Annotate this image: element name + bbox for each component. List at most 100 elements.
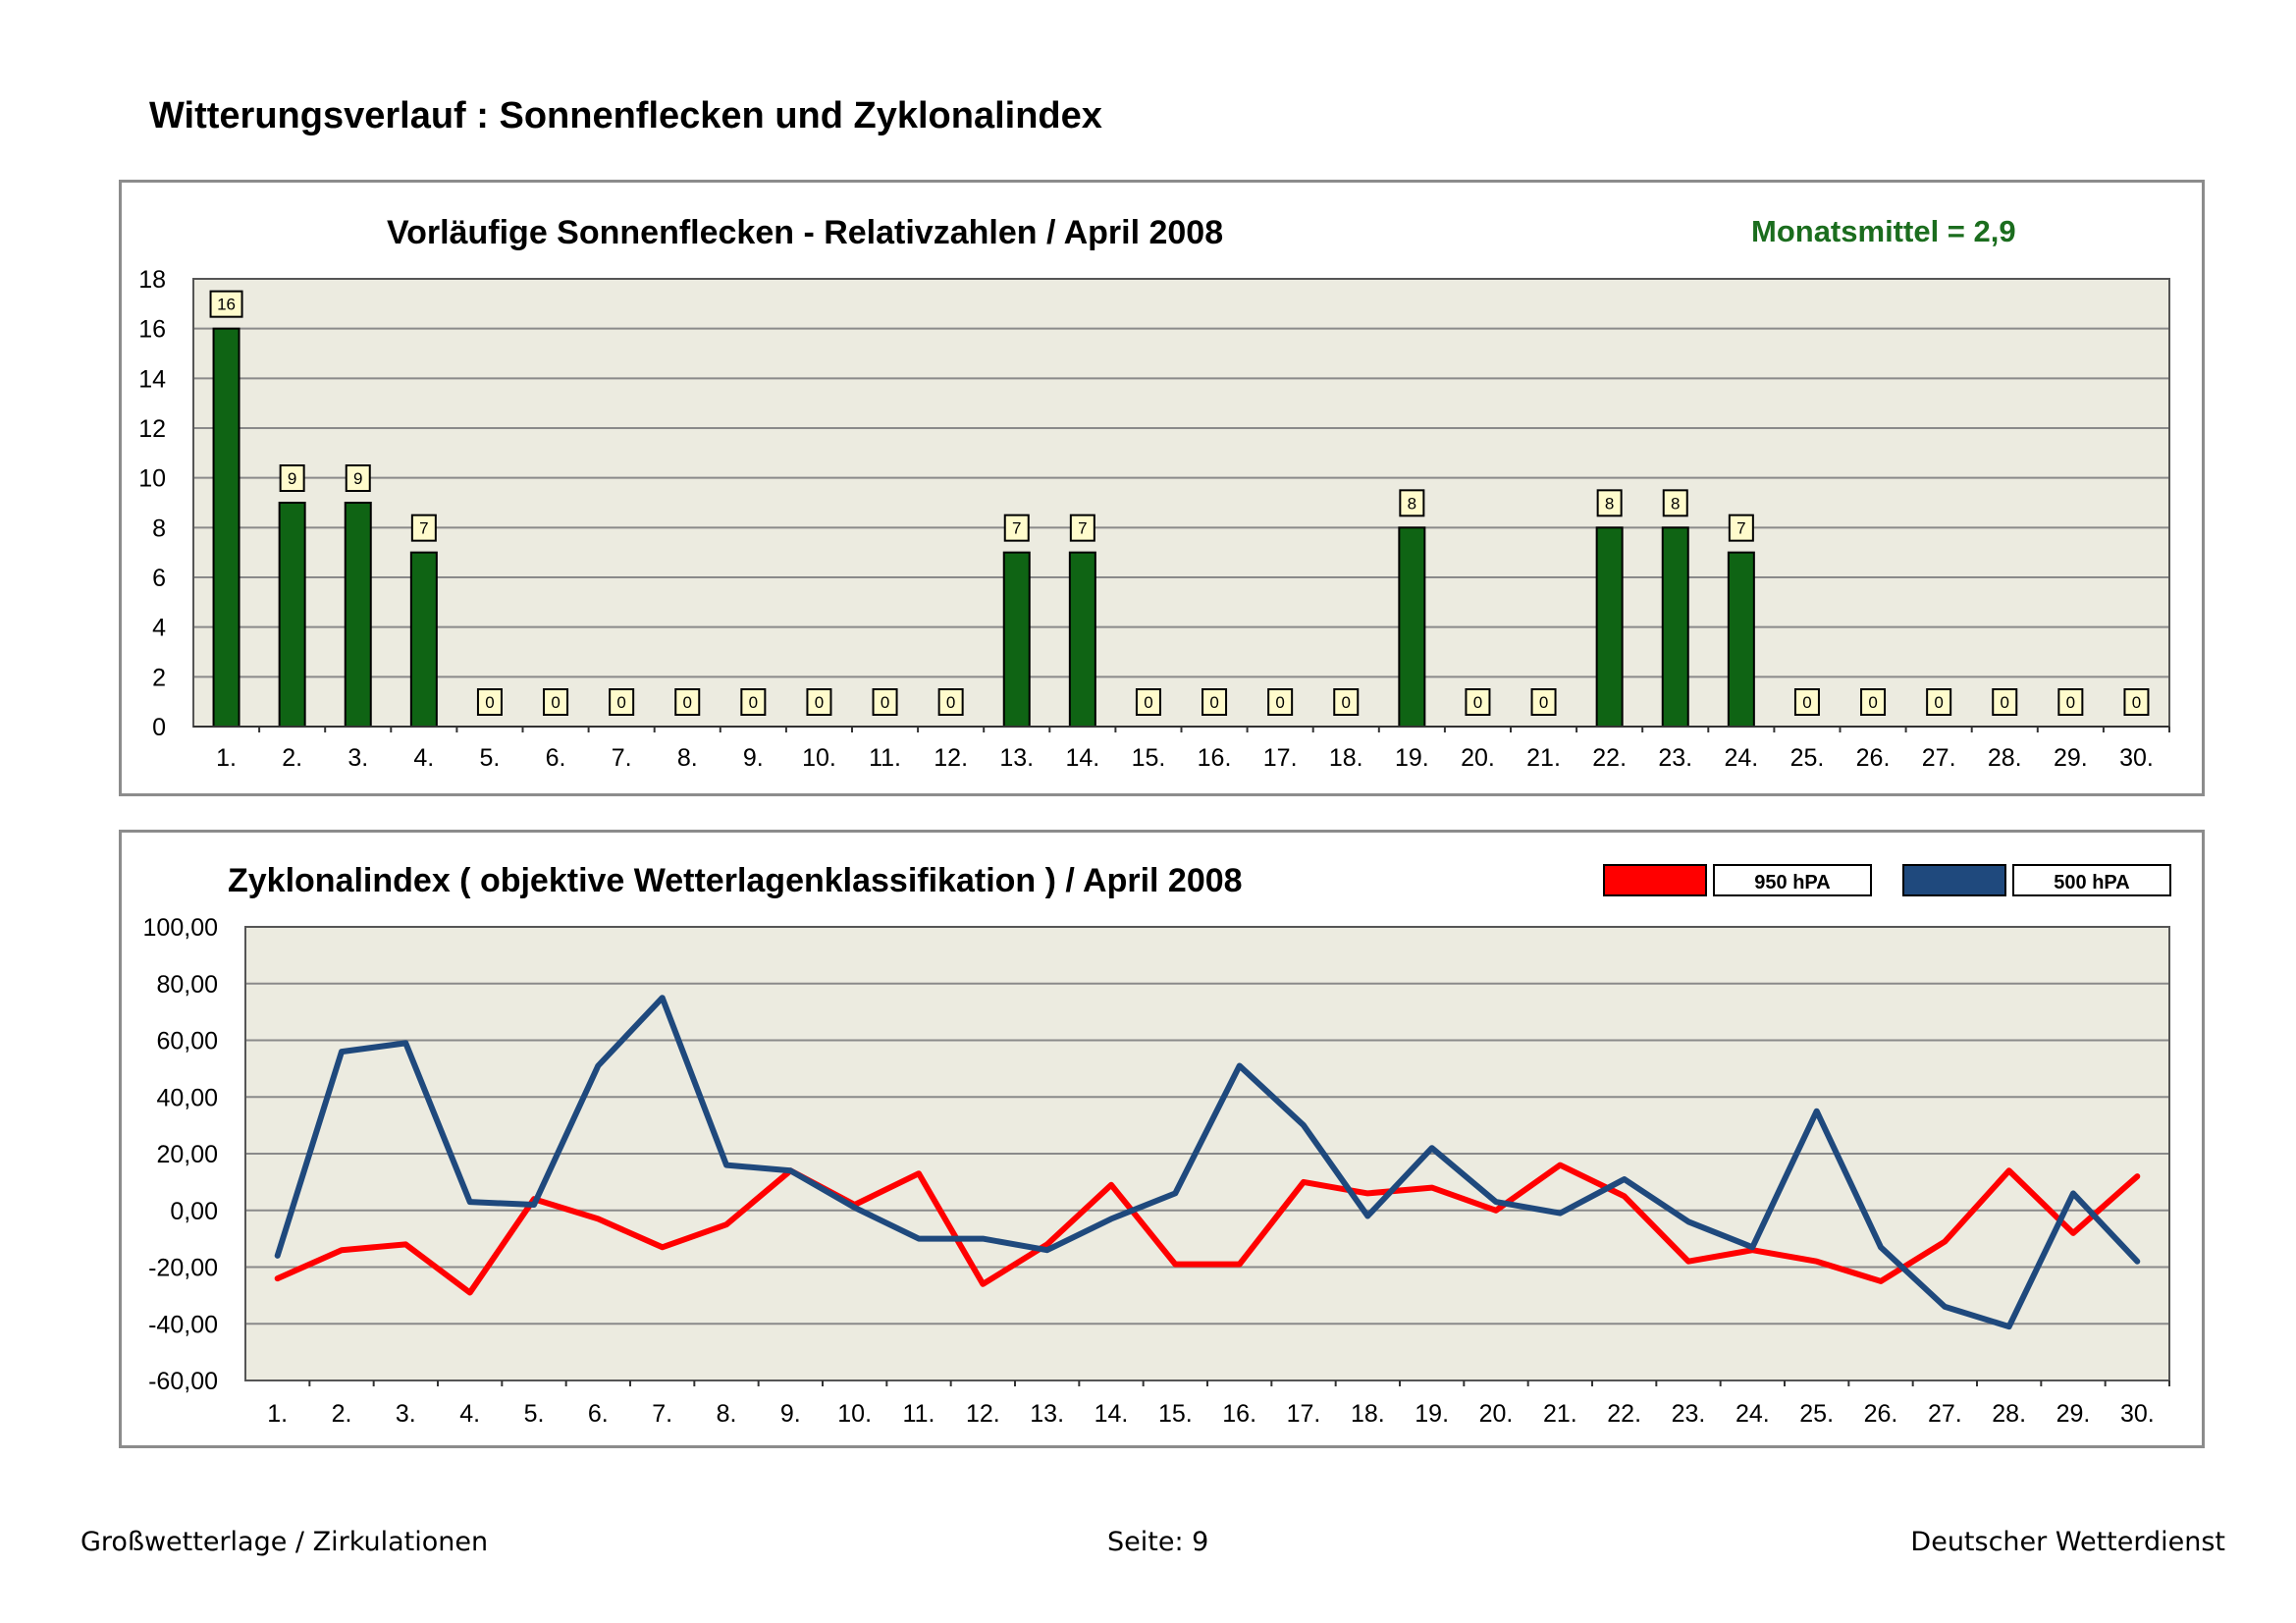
sunspot-x-tick-label: 5. — [480, 744, 501, 772]
sunspot-data-label: 0 — [2001, 693, 2009, 712]
sunspot-data-label-box — [609, 688, 635, 716]
cyclonal-x-tick-label: 17. — [1287, 1400, 1321, 1428]
sunspot-plot-area — [193, 279, 2169, 727]
sunspot-data-label-box — [937, 688, 964, 716]
sunspot-x-tick-label: 6. — [546, 744, 566, 772]
cyclonal-x-tick-label: 21. — [1543, 1400, 1577, 1428]
sunspot-chart-panel: Vorläufige Sonnenflecken - Relativzahlen… — [119, 180, 2205, 796]
footer-page-number: Seite: 9 — [1107, 1527, 1209, 1557]
sunspot-y-tick-label: 12 — [138, 415, 166, 443]
sunspot-data-label: 9 — [288, 469, 296, 488]
cyclonal-x-tick-label: 4. — [459, 1400, 480, 1428]
cyclonal-x-tick-label: 27. — [1928, 1400, 1962, 1428]
cyclonal-chart: Zyklonalindex ( objektive Wetterlagenkla… — [143, 862, 2171, 1428]
sunspot-x-tick-label: 15. — [1132, 744, 1166, 772]
cyclonal-x-tick-label: 16. — [1222, 1400, 1256, 1428]
sunspot-bar — [1002, 551, 1031, 728]
sunspot-x-tick-label: 4. — [413, 744, 434, 772]
legend-swatch-950 — [1603, 864, 1707, 896]
cyclonal-x-tick-label: 12. — [966, 1400, 1000, 1428]
sunspot-x-tick-label: 30. — [2119, 744, 2154, 772]
sunspot-data-label: 0 — [616, 693, 625, 712]
cyclonal-x-tick-label: 28. — [1992, 1400, 2026, 1428]
cyclonal-x-tick-label: 20. — [1479, 1400, 1514, 1428]
cyclonal-x-tick-label: 2. — [332, 1400, 352, 1428]
sunspot-y-tick-label: 6 — [152, 565, 166, 592]
sunspot-data-label: 8 — [1671, 494, 1680, 513]
sunspot-x-tick-label: 22. — [1592, 744, 1627, 772]
sunspot-x-tick-label: 29. — [2054, 744, 2088, 772]
cyclonal-x-tick-label: 30. — [2120, 1400, 2155, 1428]
sunspot-data-label-box — [806, 688, 832, 716]
legend-label-box — [1713, 864, 1872, 896]
sunspot-data-label: 0 — [1144, 693, 1152, 712]
sunspot-data-label: 0 — [551, 693, 560, 712]
sunspot-bar — [409, 551, 438, 728]
sunspot-data-label: 0 — [1802, 693, 1811, 712]
sunspot-bar — [212, 327, 240, 729]
sunspot-y-tick-label: 10 — [138, 465, 166, 493]
sunspot-data-label-box — [1530, 688, 1557, 716]
sunspot-data-label-box — [1728, 514, 1754, 542]
sunspot-data-label-box — [543, 688, 569, 716]
cyclonal-y-tick-label: 0,00 — [170, 1198, 218, 1225]
cyclonal-x-tick-label: 22. — [1607, 1400, 1641, 1428]
cyclonal-y-tick-label: -40,00 — [148, 1311, 218, 1338]
cyclonal-y-tick-label: -20,00 — [148, 1255, 218, 1282]
cyclonal-x-tick-label: 18. — [1351, 1400, 1385, 1428]
cyclonal-x-tick-label: 15. — [1158, 1400, 1193, 1428]
sunspot-chart-title: Vorläufige Sonnenflecken - Relativzahlen… — [387, 214, 1223, 251]
sunspot-data-label: 16 — [217, 296, 236, 314]
sunspot-y-tick-label: 4 — [152, 615, 166, 642]
footer-right: Deutscher Wetterdienst — [1910, 1527, 2225, 1557]
sunspot-bar — [1661, 526, 1689, 729]
cyclonal-chart-title: Zyklonalindex ( objektive Wetterlagenkla… — [228, 862, 1243, 899]
sunspot-data-label-box — [279, 464, 305, 492]
sunspot-data-label-box — [209, 290, 243, 318]
sunspot-data-label: 8 — [1408, 494, 1416, 513]
sunspot-data-label-box — [476, 688, 503, 716]
sunspot-x-tick-label: 7. — [612, 744, 632, 772]
sunspot-x-tick-label: 11. — [869, 744, 901, 772]
sunspot-data-label: 0 — [1539, 693, 1548, 712]
sunspot-data-label-box — [1135, 688, 1161, 716]
sunspot-data-label: 0 — [881, 693, 889, 712]
sunspot-data-label-box — [2123, 688, 2150, 716]
sunspot-data-label: 0 — [1209, 693, 1218, 712]
cyclonal-y-tick-label: 100,00 — [143, 914, 218, 942]
sunspot-data-label-box — [1992, 688, 2018, 716]
cyclonal-x-tick-label: 7. — [652, 1400, 672, 1428]
legend-label: 950 hPA — [1754, 872, 1830, 893]
sunspot-x-tick-label: 27. — [1922, 744, 1956, 772]
cyclonal-x-tick-label: 25. — [1799, 1400, 1834, 1428]
sunspot-x-tick-label: 20. — [1461, 744, 1495, 772]
sunspot-x-tick-label: 3. — [347, 744, 368, 772]
sunspot-data-label-box — [1201, 688, 1228, 716]
sunspot-x-tick-label: 24. — [1724, 744, 1758, 772]
sunspot-y-tick-label: 18 — [138, 266, 166, 294]
sunspot-data-label-box — [740, 688, 767, 716]
sunspot-x-tick-label: 13. — [999, 744, 1034, 772]
legend-label-box — [2012, 864, 2171, 896]
sunspot-data-label-box — [1596, 489, 1623, 517]
sunspot-data-label-box — [1069, 514, 1095, 542]
sunspot-data-label: 0 — [1868, 693, 1877, 712]
sunspot-data-label: 0 — [1934, 693, 1943, 712]
sunspot-x-tick-label: 19. — [1395, 744, 1429, 772]
sunspot-x-tick-label: 28. — [1988, 744, 2022, 772]
sunspot-data-label: 7 — [1012, 519, 1021, 538]
sunspot-y-tick-label: 8 — [152, 514, 166, 542]
sunspot-data-label: 0 — [1342, 693, 1351, 712]
sunspot-x-tick-label: 10. — [802, 744, 836, 772]
sunspot-data-label: 0 — [749, 693, 758, 712]
sunspot-data-label-box — [1926, 688, 1952, 716]
sunspot-data-label-box — [1793, 688, 1820, 716]
sunspot-chart: Vorläufige Sonnenflecken - Relativzahlen… — [138, 214, 2170, 772]
cyclonal-x-tick-label: 6. — [588, 1400, 609, 1428]
sunspot-x-tick-label: 1. — [216, 744, 237, 772]
sunspot-bar — [1595, 526, 1624, 729]
sunspot-x-tick-label: 21. — [1526, 744, 1561, 772]
sunspot-data-label: 0 — [1275, 693, 1284, 712]
cyclonal-y-tick-label: 80,00 — [156, 971, 218, 999]
sunspot-data-label: 0 — [815, 693, 824, 712]
